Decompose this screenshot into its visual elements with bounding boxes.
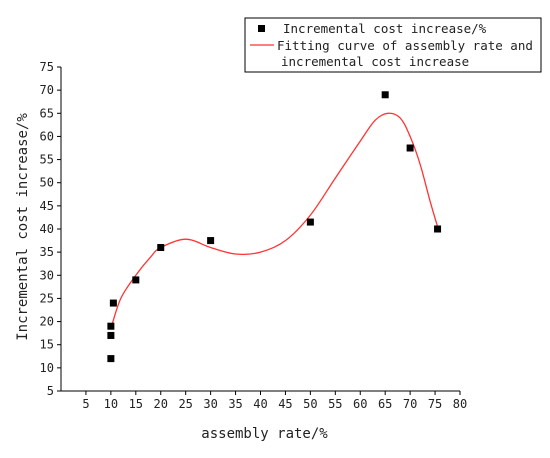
x-tick-label: 35: [228, 397, 242, 411]
data-point: [381, 91, 389, 99]
x-tick-label: 30: [203, 397, 217, 411]
data-point: [406, 144, 414, 152]
legend-label-scatter: Incremental cost increase/%: [283, 21, 487, 36]
legend: Incremental cost increase/% Fitting curv…: [244, 17, 542, 73]
scatter-points-layer: [107, 91, 442, 363]
x-tick-label: 5: [82, 397, 89, 411]
data-point: [157, 244, 165, 252]
x-tick-label: 70: [403, 397, 417, 411]
data-point: [306, 218, 314, 226]
x-axis-title: assembly rate/%: [201, 426, 328, 442]
y-tick-label: 15: [40, 338, 54, 352]
y-tick-label: 40: [40, 222, 54, 236]
y-tick-label: 65: [40, 106, 54, 120]
legend-box: [244, 17, 542, 73]
x-tick-label: 20: [154, 397, 168, 411]
y-tick-label: 55: [40, 153, 54, 167]
y-tick-label: 50: [40, 176, 54, 190]
x-tick-label: 75: [428, 397, 442, 411]
legend-marker-square: [258, 25, 265, 32]
fitting-curve: [110, 112, 439, 329]
legend-label-fit-line-1: Fitting curve of assembly rate and: [277, 38, 533, 53]
x-tick-label: 40: [253, 397, 267, 411]
y-tick-label: 25: [40, 291, 54, 305]
x-tick-label: 60: [353, 397, 367, 411]
y-tick-label: 20: [40, 315, 54, 329]
x-tick-label: 55: [328, 397, 342, 411]
y-tick-label: 30: [40, 268, 54, 282]
y-tick-label: 60: [40, 129, 54, 143]
y-tick-label: 35: [40, 245, 54, 259]
fitting-curve-layer: [110, 112, 439, 329]
x-tick-label: 10: [104, 397, 118, 411]
y-tick-label: 10: [40, 361, 54, 375]
x-tick-label: 50: [303, 397, 317, 411]
data-point: [109, 299, 117, 307]
legend-label-fit-line-2: incremental cost increase: [281, 54, 469, 69]
x-tick-label: 65: [378, 397, 392, 411]
x-tick-label: 15: [129, 397, 143, 411]
axes: 5 10 15 20 25 30 35 40 45 50 55 60 65 70 75 5 10 15 20 25 30…: [40, 60, 468, 411]
data-point: [132, 276, 140, 284]
y-tick-label: 70: [40, 83, 54, 97]
y-axis-title: Incremental cost increase/%: [15, 113, 31, 341]
data-point: [107, 322, 115, 330]
x-tick-label: 25: [178, 397, 192, 411]
x-tick-label: 80: [453, 397, 467, 411]
data-point: [107, 355, 115, 363]
data-point: [107, 331, 115, 339]
y-tick-label: 75: [40, 60, 54, 74]
data-point: [207, 237, 215, 245]
y-tick-label: 5: [47, 384, 54, 398]
y-tick-label: 45: [40, 199, 54, 213]
data-point: [434, 225, 442, 233]
x-tick-label: 45: [278, 397, 292, 411]
